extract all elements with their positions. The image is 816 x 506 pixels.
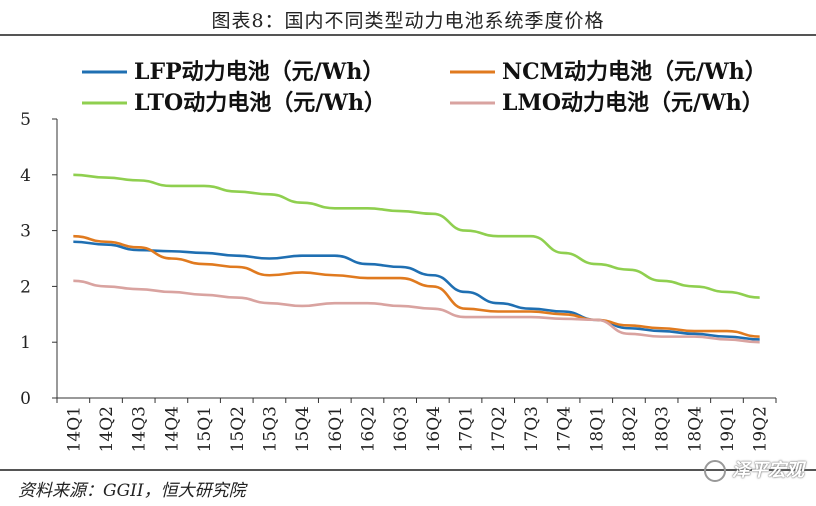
x-tick-label: 18Q4 [685, 406, 705, 452]
legend-label-0: LFP动力电池（元/Wh） [134, 59, 384, 85]
x-tick-label: 18Q2 [620, 406, 640, 452]
x-tick-label: 16Q4 [424, 406, 444, 452]
y-tick-label: 2 [20, 277, 31, 297]
legend-label-2: LTO动力电池（元/Wh） [134, 90, 386, 116]
brand-label: 泽平宏观 [732, 460, 804, 481]
x-tick-label: 14Q1 [64, 406, 84, 452]
x-tick-label: 15Q2 [228, 406, 248, 452]
x-tick-label: 19Q2 [751, 406, 771, 452]
axes: 0 1 2 3 4 5 14Q1 14Q2 14Q3 14Q4 15Q1 15Q2 15Q3 15Q4 16… [20, 110, 777, 452]
y-tick-label: 1 [20, 333, 31, 353]
x-tick-label: 17Q2 [489, 406, 509, 452]
series-line-2 [73, 173, 760, 299]
legend: LFP动力电池（元/Wh） NCM动力电池（元/Wh） LTO动力电池（元/Wh） L… [82, 59, 767, 116]
x-tick-label: 14Q4 [162, 406, 182, 452]
source-note: 资料来源：GGII，恒大研究院 [18, 481, 246, 501]
x-tick-label: 15Q4 [293, 406, 313, 452]
series-line-1 [73, 234, 760, 338]
series-lines [73, 173, 760, 344]
y-tick-label: 5 [20, 110, 31, 130]
legend-label-3: LMO动力电池（元/Wh） [502, 90, 764, 116]
series-line-3 [73, 279, 760, 344]
legend-label-1: NCM动力电池（元/Wh） [502, 59, 767, 85]
x-tick-label: 16Q3 [391, 406, 411, 452]
x-tick-label: 15Q3 [260, 406, 280, 452]
top-rule [0, 34, 816, 36]
x-tick-label: 18Q1 [587, 406, 607, 452]
x-tick-label: 17Q4 [555, 406, 575, 452]
x-tick-label: 14Q2 [97, 406, 117, 452]
y-tick-label: 4 [20, 166, 31, 186]
x-tick-label: 17Q3 [522, 406, 542, 452]
x-tick-label: 19Q1 [718, 406, 738, 452]
y-tick-label: 0 [20, 389, 31, 409]
chart-title: 图表8：国内不同类型动力电池系统季度价格 [211, 10, 605, 32]
x-tick-label: 17Q1 [457, 406, 477, 452]
series-line-0 [73, 240, 760, 341]
wechat-icon [704, 460, 726, 482]
brand-watermark: 泽平宏观 [704, 456, 804, 482]
bottom-rule [0, 469, 816, 471]
x-tick-label: 18Q3 [653, 406, 673, 452]
y-tick-label: 3 [20, 222, 31, 242]
x-tick-label: 16Q1 [326, 406, 346, 452]
x-tick-label: 14Q3 [130, 406, 150, 452]
x-tick-label: 16Q2 [358, 406, 378, 452]
x-tick-label: 15Q1 [195, 406, 215, 452]
